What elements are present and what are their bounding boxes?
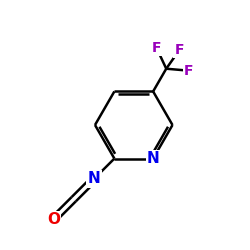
Text: N: N [88,172,101,186]
Text: F: F [184,64,194,78]
Text: F: F [152,41,162,55]
Text: N: N [147,151,160,166]
Text: F: F [174,43,184,57]
Text: O: O [47,212,60,227]
